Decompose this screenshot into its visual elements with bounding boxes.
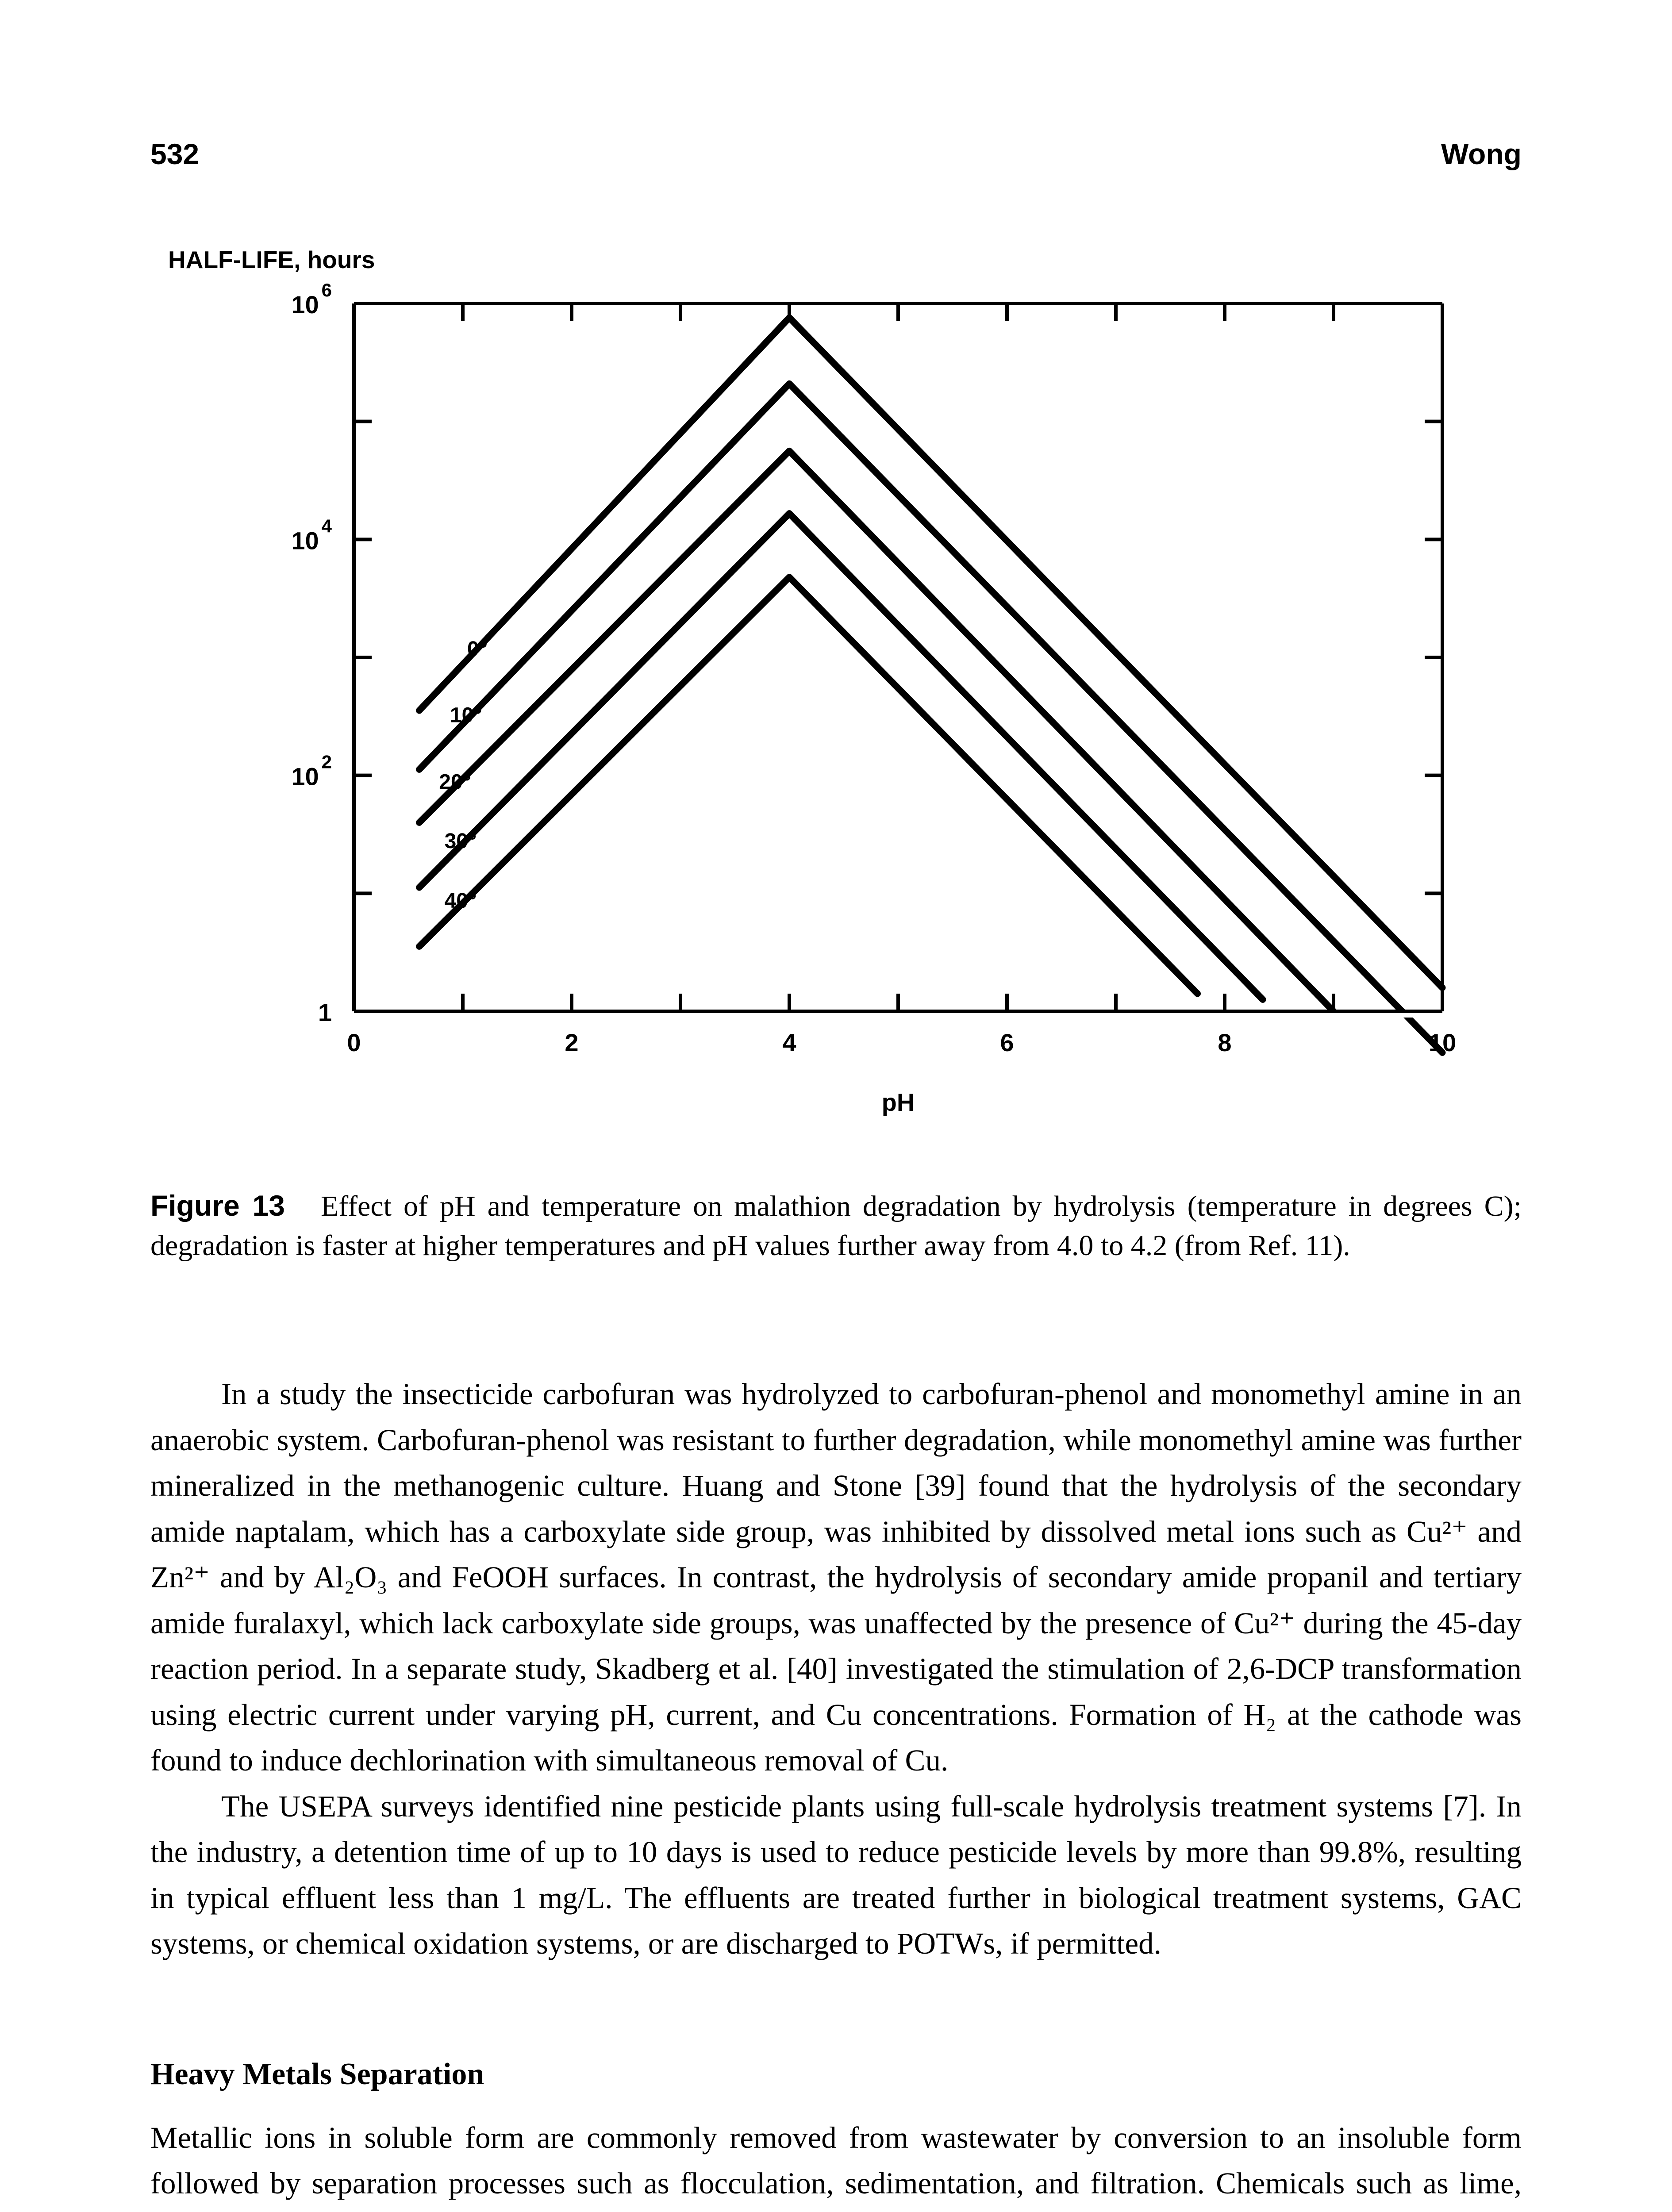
- svg-text:106: 106: [291, 280, 332, 319]
- halflife-chart: HALF-LIFE, hours02468101102104106pH0°10°…: [168, 228, 1522, 1137]
- svg-text:6: 6: [1000, 1029, 1014, 1056]
- svg-text:102: 102: [291, 752, 332, 791]
- svg-text:pH: pH: [882, 1088, 915, 1116]
- paragraph-2: The USEPA surveys identified nine pestic…: [150, 1784, 1522, 1967]
- page: 532 Wong HALF-LIFE, hours024681011021041…: [0, 0, 1672, 2212]
- page-header: 532 Wong: [150, 137, 1522, 171]
- svg-text:40°: 40°: [445, 889, 477, 913]
- svg-text:1: 1: [318, 998, 332, 1026]
- svg-text:10°: 10°: [450, 704, 482, 727]
- svg-text:0°: 0°: [467, 637, 488, 661]
- svg-text:2: 2: [565, 1029, 578, 1056]
- figure-caption-text: Effect of pH and temperature on malathio…: [150, 1190, 1522, 1262]
- paragraph-1: In a study the insecticide carbofuran wa…: [150, 1371, 1522, 1784]
- svg-text:8: 8: [1218, 1029, 1231, 1056]
- svg-text:0: 0: [347, 1029, 361, 1056]
- figure-caption: Figure 13 Effect of pH and temperature o…: [150, 1186, 1522, 1265]
- figure-number: Figure 13: [150, 1189, 285, 1222]
- running-head: Wong: [1441, 137, 1522, 171]
- svg-text:20°: 20°: [439, 770, 471, 794]
- svg-text:30°: 30°: [445, 830, 477, 853]
- svg-text:HALF-LIFE, hours: HALF-LIFE, hours: [168, 246, 375, 273]
- body-text: In a study the insecticide carbofuran wa…: [150, 1371, 1522, 2212]
- svg-text:4: 4: [782, 1029, 796, 1056]
- paragraph-3: Metallic ions in soluble form are common…: [150, 2115, 1522, 2212]
- svg-text:104: 104: [291, 515, 332, 554]
- section-heading-heavy-metals: Heavy Metals Separation: [150, 2051, 1522, 2097]
- chart-svg: HALF-LIFE, hours02468101102104106pH0°10°…: [168, 228, 1495, 1135]
- page-number: 532: [150, 137, 199, 171]
